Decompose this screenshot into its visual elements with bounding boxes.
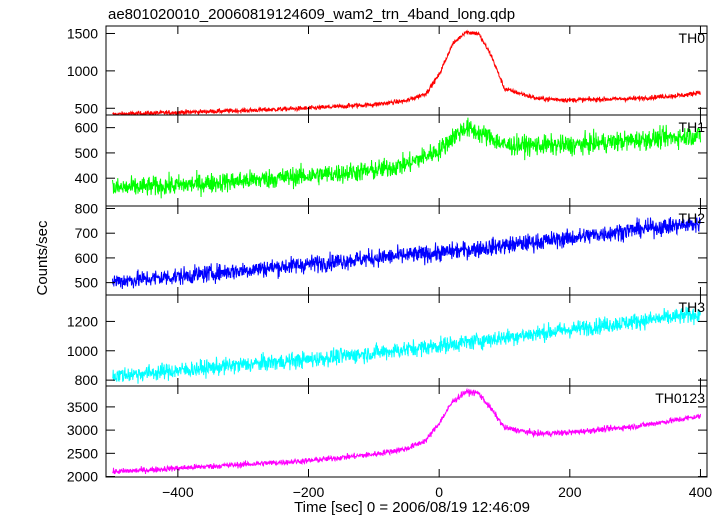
panels-group: 500 1000 1500 TH0 400 500 600 TH1 500 600 700 800 TH… (67, 25, 713, 500)
x-tick-label: −400 (162, 484, 194, 500)
y-tick-label: 1500 (67, 25, 98, 41)
x-tick-label: 200 (558, 484, 582, 500)
x-tick-label: 0 (435, 484, 443, 500)
series-line-th0123 (112, 387, 701, 475)
y-tick-label: 3000 (67, 422, 98, 438)
x-tick-label: −200 (293, 484, 325, 500)
series-line-th0 (112, 29, 701, 115)
panel-th0123: 2000 2500 3000 3500 TH0123 (67, 385, 708, 485)
y-tick-label: 500 (75, 145, 99, 161)
panel-frame (105, 205, 708, 296)
panel-frame (105, 385, 708, 478)
y-tick-label: 1200 (67, 313, 98, 329)
y-tick-label: 400 (75, 170, 99, 186)
panel-th0: 500 1000 1500 TH0 (67, 25, 708, 116)
x-tick-label: 400 (689, 484, 713, 500)
panel-label: TH0123 (655, 390, 705, 406)
y-tick-label: 500 (75, 100, 99, 116)
panel-label: TH3 (679, 299, 706, 315)
panel-th3: 800 1000 1200 TH3 (67, 294, 708, 388)
series-line-th2 (112, 214, 701, 290)
y-tick-label: 2000 (67, 469, 98, 485)
y-tick-label: 600 (75, 250, 99, 266)
chart-title: ae801020010_20060819124609_wam2_trn_4ban… (108, 6, 515, 23)
panel-th2: 500 600 700 800 TH2 (75, 200, 708, 296)
y-tick-label: 3500 (67, 399, 98, 415)
y-tick-label: 500 (75, 275, 99, 291)
x-axis-label: Time [sec] 0 = 2006/08/19 12:46:09 (294, 499, 530, 516)
y-tick-label: 600 (75, 120, 99, 136)
y-tick-label: 1000 (67, 343, 98, 359)
series-line-th3 (112, 306, 701, 384)
panel-th1: 400 500 600 TH1 (75, 114, 708, 207)
panel-label: TH2 (679, 210, 706, 226)
y-tick-label: 700 (75, 225, 99, 241)
panel-label: TH0 (679, 30, 706, 46)
y-axis-label: Counts/sec (34, 220, 51, 296)
y-tick-label: 800 (75, 372, 99, 388)
y-tick-label: 1000 (67, 63, 98, 79)
panel-label: TH1 (679, 119, 706, 135)
y-tick-label: 2500 (67, 445, 98, 461)
y-tick-label: 800 (75, 200, 99, 216)
series-line-th1 (112, 117, 701, 199)
